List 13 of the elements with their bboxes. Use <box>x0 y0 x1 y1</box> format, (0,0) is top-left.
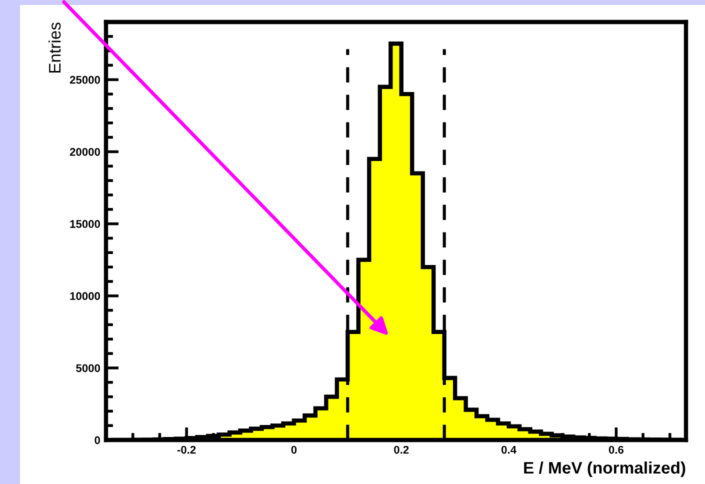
y-tick-label: 25000 <box>70 76 100 84</box>
x-axis-title: E / MeV (normalized) <box>524 461 686 478</box>
y-tick-label: 20000 <box>70 148 100 156</box>
x-tick-label: 0.6 <box>608 446 624 454</box>
y-tick-label: 5000 <box>76 364 100 372</box>
y-tick-label: 10000 <box>70 292 100 300</box>
x-tick-label: 0.2 <box>394 446 409 454</box>
x-tick-label: 0 <box>291 446 297 454</box>
y-axis-title: Entries <box>48 22 61 73</box>
y-tick-label: 0 <box>94 436 100 444</box>
x-tick-label: 0.4 <box>501 446 516 454</box>
y-tick-label: 15000 <box>70 220 100 228</box>
x-tick-label: -0.2 <box>177 446 196 454</box>
